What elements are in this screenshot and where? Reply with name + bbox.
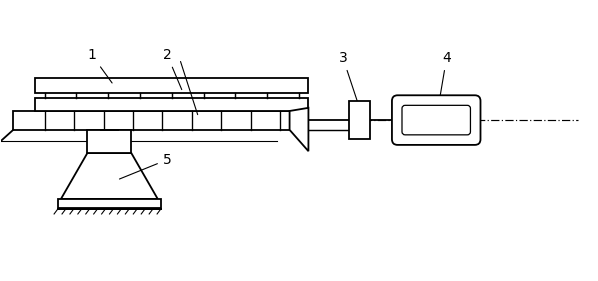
Bar xyxy=(349,101,370,139)
Text: 1: 1 xyxy=(87,48,112,83)
Text: 4: 4 xyxy=(438,51,451,111)
Polygon shape xyxy=(289,108,309,151)
Bar xyxy=(87,130,132,153)
Bar xyxy=(35,78,309,93)
Polygon shape xyxy=(61,153,158,199)
Text: 3: 3 xyxy=(338,51,359,106)
FancyBboxPatch shape xyxy=(402,105,471,135)
Text: 2: 2 xyxy=(163,48,182,90)
Text: 5: 5 xyxy=(120,153,172,179)
Bar xyxy=(35,98,309,111)
Bar xyxy=(58,199,161,208)
Polygon shape xyxy=(13,111,289,130)
FancyBboxPatch shape xyxy=(392,95,481,145)
